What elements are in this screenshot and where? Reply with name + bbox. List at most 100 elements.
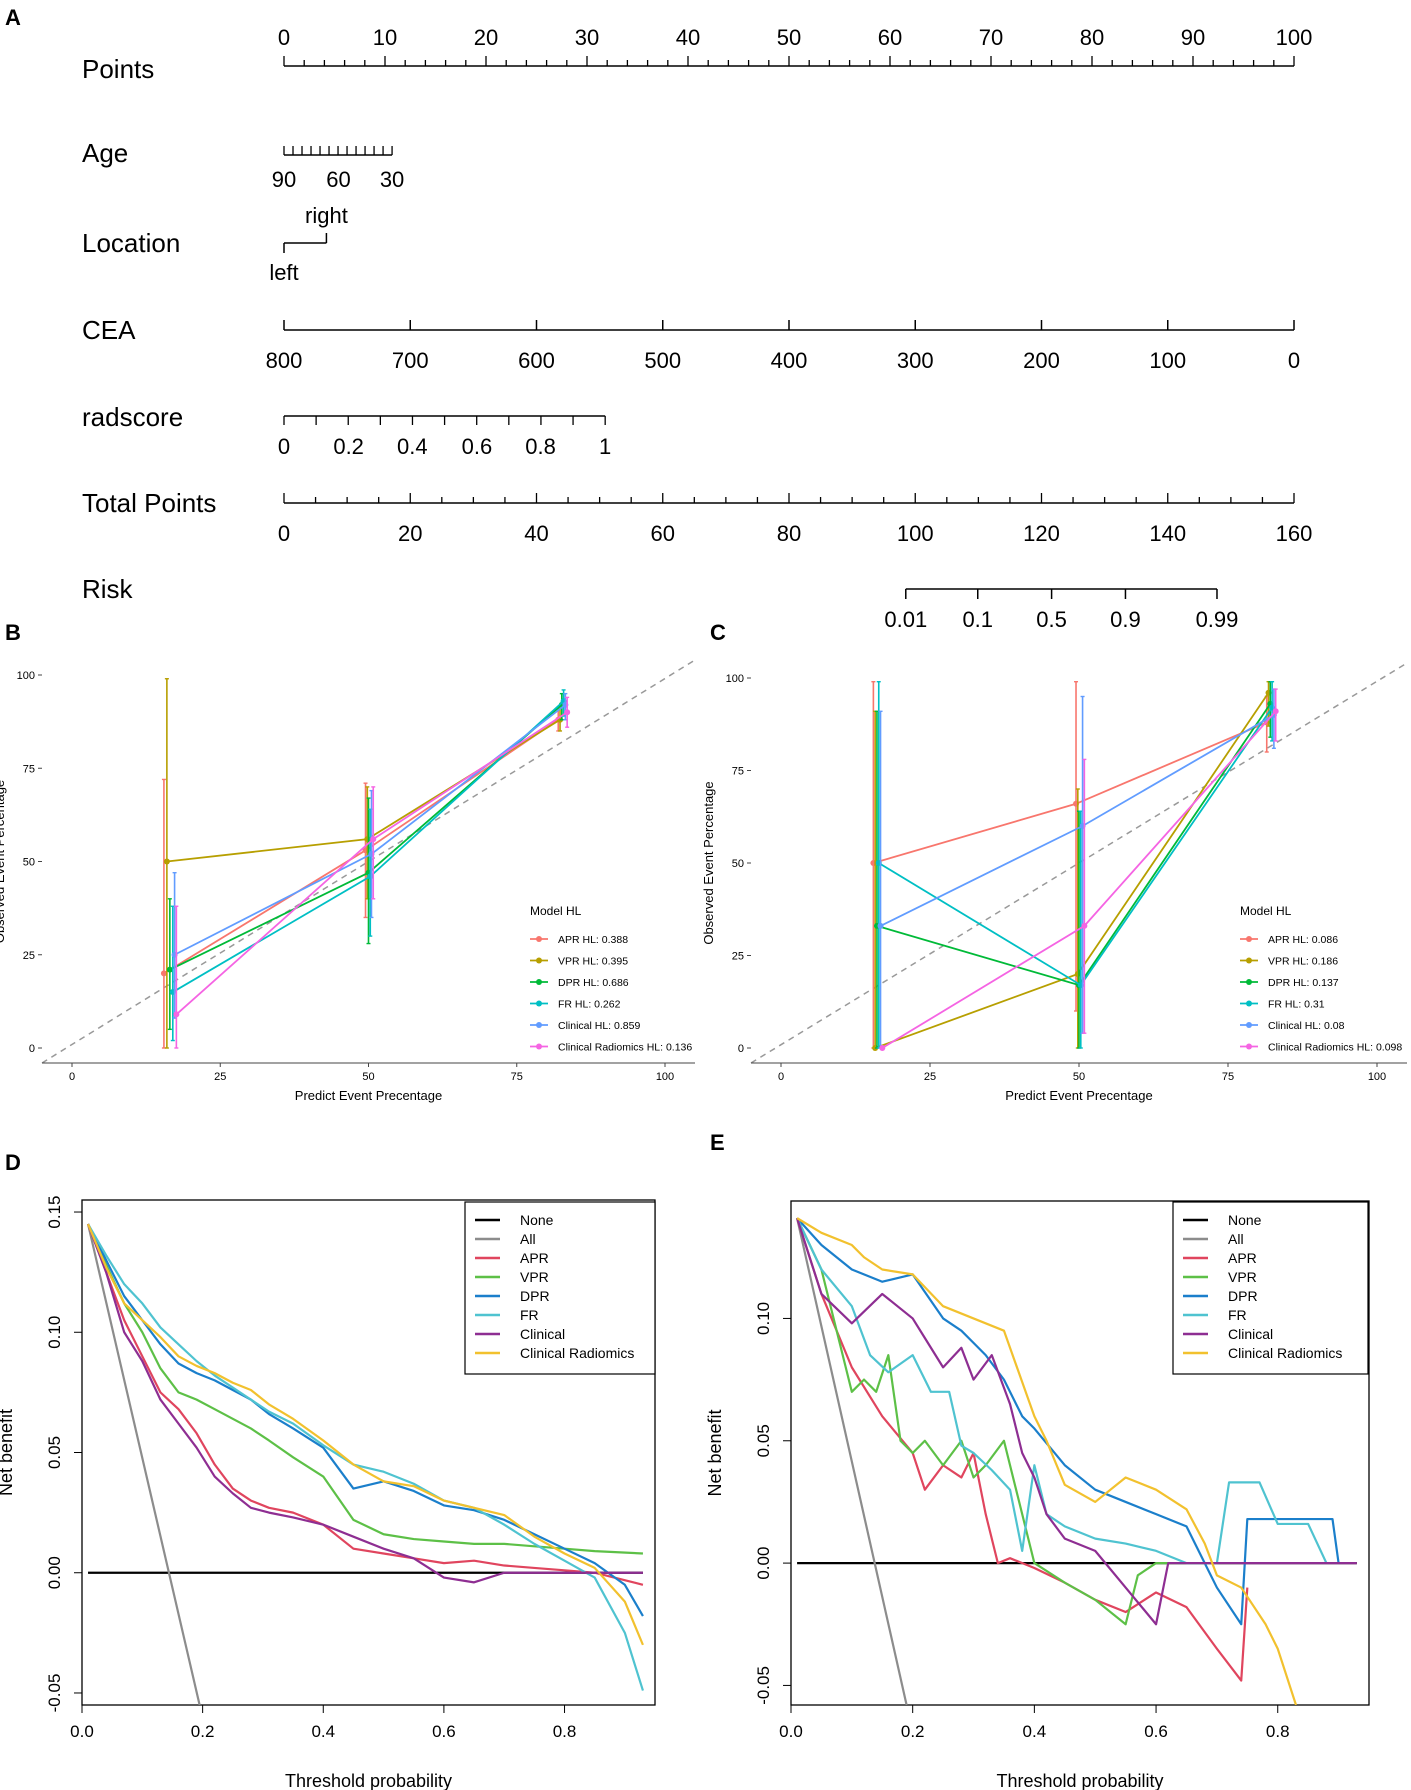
data-point: [879, 1045, 886, 1051]
panel-label-d: D: [5, 1150, 21, 1175]
y-tick-label: 25: [23, 950, 35, 962]
legend-entry-apr: APR: [1228, 1250, 1257, 1266]
legend-entry-dpr: DPR: [1228, 1288, 1258, 1304]
legend-entry: Clinical Radiomics HL: 0.136: [558, 1042, 692, 1054]
legend-key-point: [536, 957, 542, 964]
legend-key-point: [1246, 1022, 1252, 1028]
legend: None All APR VPR DPR FR Clinical Clinical Radio…: [1172, 1201, 1369, 1375]
radscore-tick-label: 0.2: [333, 434, 364, 459]
y-tick-label: 50: [23, 857, 35, 869]
data-point: [1272, 708, 1279, 715]
y-tick-label: 25: [732, 951, 744, 963]
legend-key-point: [536, 1043, 542, 1050]
series-clinical: [87, 1223, 643, 1584]
cea-tick-label: 300: [897, 348, 934, 373]
legend-entry: APR HL: 0.086: [1268, 934, 1338, 946]
data-point: [364, 836, 371, 843]
y-tick-label: -0.05: [45, 1674, 64, 1713]
panel-labels: A B C D E: [5, 5, 726, 1175]
series-all: [796, 1217, 908, 1705]
x-tick-label: 0.0: [70, 1722, 94, 1741]
radscore-tick-label: 0.6: [462, 434, 493, 459]
legend-entry: FR HL: 0.31: [1268, 999, 1325, 1011]
radscore-tick-label: 1: [599, 434, 611, 459]
legend-entry: Clinical Radiomics HL: 0.098: [1268, 1042, 1402, 1054]
legend-entry-vpr: VPR: [520, 1269, 549, 1285]
legend-title: Model HL: [530, 904, 582, 918]
legend-title: Model HL: [1240, 904, 1292, 918]
legend: Model HL APR HL: 0.388 VPR HL: 0.395 DPR HL…: [530, 904, 692, 1054]
age-tick-label: 90: [272, 167, 296, 192]
legend-entry-all: All: [1228, 1231, 1244, 1247]
risk-tick-label: 0.9: [1110, 607, 1141, 632]
x-tick-label: 0.6: [1144, 1722, 1168, 1741]
series-clinical-hl-0-08: [877, 688, 1277, 1049]
x-axis-title: Predict Event Precentage: [1005, 1088, 1152, 1103]
cea-tick-label: 100: [1149, 348, 1186, 373]
radscore-tick-label: 0.8: [525, 434, 556, 459]
decision-curve-test: 0.0 0.2 0.4 0.6 0.8 -0.05 0.00 0.05 0.10 Threshol…: [705, 1200, 1370, 1790]
data-point: [160, 970, 167, 977]
total-points-tick-label: 40: [524, 521, 548, 546]
x-axis-title: Threshold probability: [996, 1771, 1163, 1790]
y-tick-label: 50: [732, 858, 744, 870]
points-tick-label: 100: [1276, 25, 1313, 50]
nomogram-label-risk: Risk: [82, 574, 134, 604]
points-tick-label: 0: [278, 25, 290, 50]
legend-entry: Clinical HL: 0.08: [1268, 1020, 1345, 1032]
series-clinical-radiomics: [796, 1217, 1298, 1705]
total-points-tick-label: 100: [897, 521, 934, 546]
series-apr-hl-0-086: [870, 681, 1270, 1049]
location-tick-label-left: left: [269, 260, 298, 285]
series-vpr: [796, 1217, 1242, 1626]
y-axis-title: Observed Event Percentage: [701, 781, 716, 944]
legend-key-point: [536, 936, 542, 942]
x-tick-label: 0: [69, 1071, 75, 1083]
y-axis-title: Net benefit: [0, 1409, 16, 1496]
y-tick-label: 100: [726, 673, 744, 685]
points-tick-label: 50: [777, 25, 801, 50]
legend-key-point: [1246, 1043, 1252, 1050]
legend-key-point: [536, 1022, 542, 1028]
total-points-tick-label: 120: [1023, 521, 1060, 546]
legend-entry: VPR HL: 0.186: [1268, 956, 1338, 968]
cea-tick-label: 500: [644, 348, 681, 373]
cea-tick-label: 700: [392, 348, 429, 373]
panel-label-e: E: [710, 1130, 725, 1155]
points-tick-label: 10: [373, 25, 397, 50]
data-point: [173, 1011, 180, 1018]
y-tick-label: 0.10: [754, 1302, 773, 1335]
legend-key-point: [1246, 979, 1252, 985]
cea-tick-label: 600: [518, 348, 555, 373]
legend-key-point: [1246, 957, 1252, 964]
x-axis-title: Predict Event Precentage: [295, 1088, 442, 1103]
data-point: [877, 922, 884, 929]
x-tick-label: 0.8: [553, 1722, 577, 1741]
legend-frame: [1172, 1201, 1369, 1375]
y-tick-label: 75: [23, 763, 35, 775]
series-clinical-radiomics-hl-0-098: [879, 688, 1279, 1051]
legend-frame: [464, 1201, 656, 1375]
legend-entry: DPR HL: 0.686: [558, 977, 629, 989]
series-all: [86, 1223, 201, 1705]
total-points-tick-label: 0: [278, 521, 290, 546]
legend-entry: DPR HL: 0.137: [1268, 977, 1339, 989]
series-fr: [87, 1223, 644, 1691]
series-apr: [87, 1223, 644, 1586]
legend-entry: FR HL: 0.262: [558, 999, 621, 1011]
series-dpr: [87, 1223, 644, 1617]
data-point: [564, 709, 571, 716]
legend-key-point: [1246, 936, 1252, 942]
y-tick-label: 0.00: [754, 1547, 773, 1580]
risk-tick-label: 0.99: [1196, 607, 1239, 632]
nomogram-label-total-points: Total Points: [82, 488, 216, 518]
series-clinical-radiomics: [87, 1223, 644, 1646]
nomogram-label-age: Age: [82, 138, 128, 168]
series-apr: [796, 1217, 1249, 1682]
legend-entry-fr: FR: [520, 1307, 539, 1323]
legend-entry-vpr: VPR: [1228, 1269, 1257, 1285]
y-axis-title: Observed Event Percentage: [0, 780, 7, 943]
series-vpr: [87, 1223, 643, 1555]
nomogram-label-points: Points: [82, 54, 154, 84]
